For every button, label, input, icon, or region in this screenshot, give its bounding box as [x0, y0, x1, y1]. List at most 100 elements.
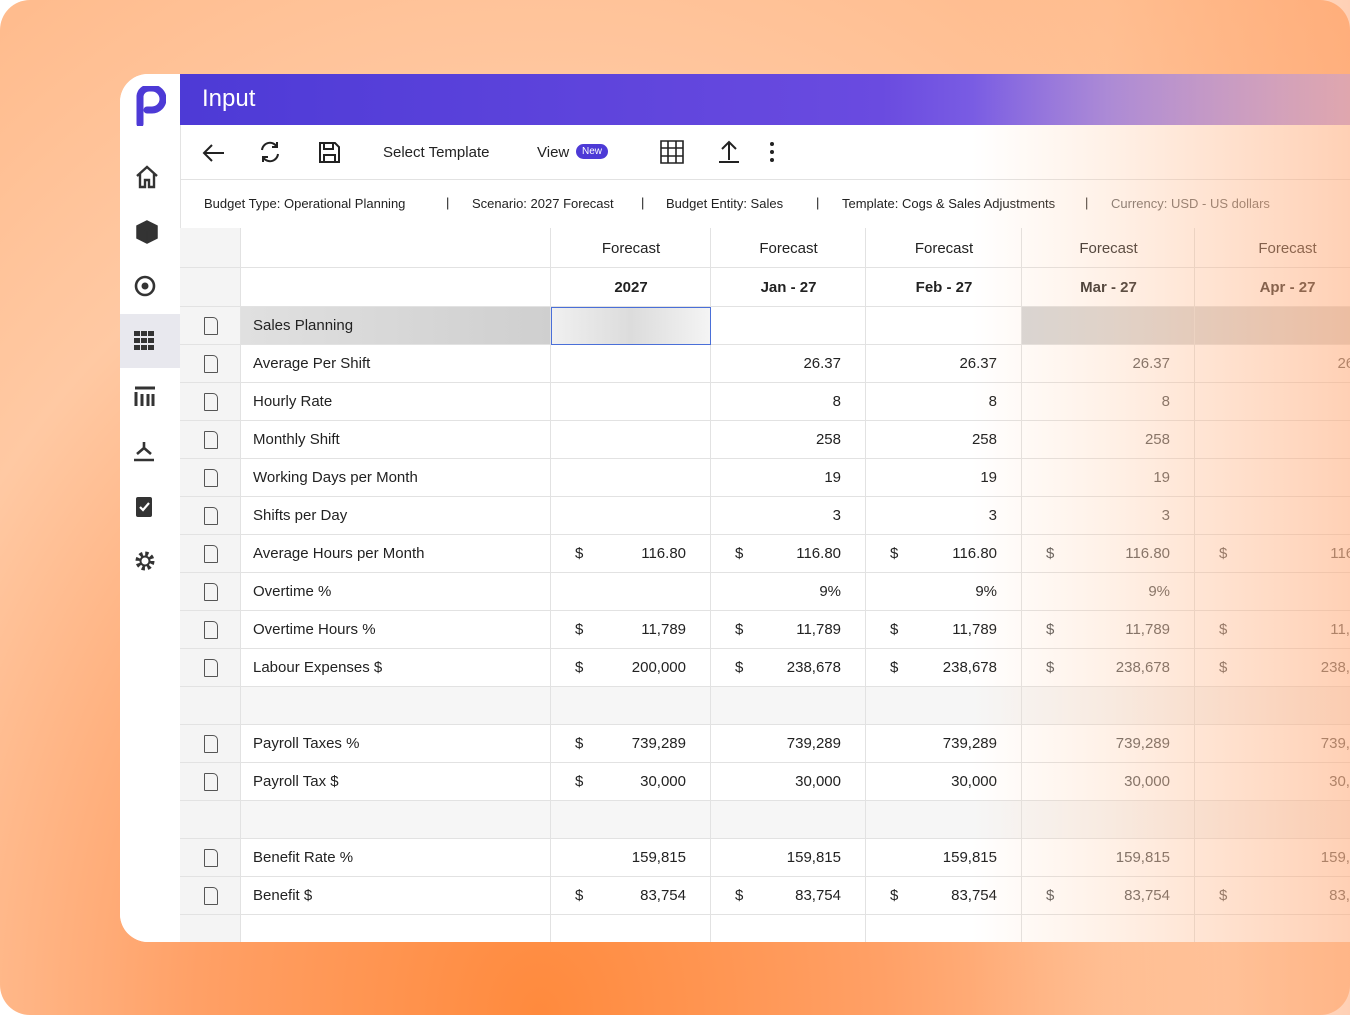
value-cell[interactable]: 3 [1195, 497, 1350, 535]
value-cell[interactable]: $83,754 [551, 877, 711, 915]
cell-value: 116.80 [952, 545, 997, 562]
value-cell[interactable]: 30,000 [1195, 763, 1350, 801]
value-cell[interactable]: 9% [866, 573, 1022, 611]
value-cell[interactable]: 739,289 [866, 725, 1022, 763]
value-cell[interactable]: $11,789 [1195, 611, 1350, 649]
section-value-cell[interactable] [551, 307, 711, 345]
value-cell[interactable]: 258 [1022, 421, 1195, 459]
value-cell[interactable]: 159,815 [551, 839, 711, 877]
value-cell[interactable]: $83,754 [711, 877, 866, 915]
value-cell[interactable]: 739,289 [1022, 725, 1195, 763]
value-cell[interactable]: 26.37 [866, 345, 1022, 383]
value-cell[interactable]: 8 [711, 383, 866, 421]
value-cell[interactable]: $238,678 [866, 649, 1022, 687]
value-cell[interactable]: 159,815 [1022, 839, 1195, 877]
report-icon[interactable] [134, 384, 160, 410]
value-cell[interactable]: $200,000 [551, 649, 711, 687]
value-cell[interactable]: 26.37 [711, 345, 866, 383]
value-cell[interactable]: 19 [711, 459, 866, 497]
value-cell[interactable]: 9% [1195, 573, 1350, 611]
value-cell[interactable]: 8 [866, 383, 1022, 421]
cube-icon[interactable] [134, 219, 160, 245]
value-cell[interactable]: 9% [1022, 573, 1195, 611]
value-cell[interactable]: 258 [866, 421, 1022, 459]
value-cell[interactable] [551, 459, 711, 497]
clipboard-icon[interactable] [134, 493, 160, 519]
value-cell[interactable] [551, 497, 711, 535]
row-label-cell: Overtime % [241, 573, 551, 611]
value-cell[interactable]: $116.80 [1195, 535, 1350, 573]
value-cell[interactable]: 258 [1195, 421, 1350, 459]
value-cell[interactable]: $116.80 [866, 535, 1022, 573]
row-icon[interactable] [204, 469, 218, 487]
target-icon[interactable] [134, 273, 160, 299]
value-cell[interactable]: $30,000 [551, 763, 711, 801]
value-cell[interactable]: $11,789 [551, 611, 711, 649]
export-button[interactable] [717, 140, 741, 164]
value-cell[interactable]: 26.37 [1195, 345, 1350, 383]
value-cell[interactable]: 30,000 [1022, 763, 1195, 801]
row-icon[interactable] [204, 507, 218, 525]
value-cell[interactable]: $739,289 [551, 725, 711, 763]
value-cell[interactable]: $238,678 [1195, 649, 1350, 687]
select-template-button[interactable]: Select Template [383, 144, 490, 161]
value-cell[interactable]: $116.80 [551, 535, 711, 573]
value-cell[interactable]: $238,678 [1022, 649, 1195, 687]
row-icon[interactable] [204, 659, 218, 677]
value-cell[interactable]: $83,754 [1022, 877, 1195, 915]
value-cell[interactable]: 26.37 [1022, 345, 1195, 383]
value-cell[interactable]: 159,815 [711, 839, 866, 877]
row-icon[interactable] [204, 317, 218, 335]
value-cell[interactable]: $11,789 [866, 611, 1022, 649]
more-button[interactable] [768, 140, 776, 164]
value-cell[interactable]: $83,754 [866, 877, 1022, 915]
value-cell[interactable]: $116.80 [711, 535, 866, 573]
value-cell[interactable]: 739,289 [711, 725, 866, 763]
row-icon[interactable] [204, 887, 218, 905]
value-cell[interactable]: $11,789 [711, 611, 866, 649]
value-cell[interactable]: 3 [1022, 497, 1195, 535]
row-icon[interactable] [204, 773, 218, 791]
value-cell[interactable]: 3 [866, 497, 1022, 535]
row-icon[interactable] [204, 849, 218, 867]
row-icon[interactable] [204, 431, 218, 449]
value-cell[interactable]: $238,678 [711, 649, 866, 687]
cell-value: 11,789 [952, 621, 997, 638]
row-icon[interactable] [204, 393, 218, 411]
value-cell[interactable]: 30,000 [711, 763, 866, 801]
value-cell[interactable]: 159,815 [1195, 839, 1350, 877]
value-cell[interactable]: 9% [711, 573, 866, 611]
save-button[interactable] [318, 141, 342, 165]
value-cell[interactable]: 8 [1022, 383, 1195, 421]
view-button[interactable]: View [537, 144, 570, 161]
refresh-button[interactable] [258, 140, 282, 164]
value-cell[interactable]: $83,754 [1195, 877, 1350, 915]
value-cell[interactable]: 8 [1195, 383, 1350, 421]
grid-button[interactable] [660, 140, 684, 164]
value-cell[interactable]: 739,289 [1195, 725, 1350, 763]
hierarchy-icon[interactable] [134, 439, 160, 465]
value-cell[interactable]: 258 [711, 421, 866, 459]
back-button[interactable] [202, 141, 226, 165]
grid-icon[interactable] [134, 328, 160, 354]
value-cell[interactable] [551, 573, 711, 611]
value-cell[interactable]: 159,815 [866, 839, 1022, 877]
home-icon[interactable] [134, 164, 160, 190]
row-icon[interactable] [204, 735, 218, 753]
value-cell[interactable] [551, 421, 711, 459]
value-cell[interactable]: 19 [1195, 459, 1350, 497]
row-icon[interactable] [204, 355, 218, 373]
value-cell[interactable]: 30,000 [866, 763, 1022, 801]
value-cell[interactable]: 19 [1022, 459, 1195, 497]
value-cell[interactable]: 3 [711, 497, 866, 535]
column-top-label: Forecast [601, 240, 661, 257]
value-cell[interactable] [551, 383, 711, 421]
settings-icon[interactable] [134, 548, 160, 574]
value-cell[interactable]: $11,789 [1022, 611, 1195, 649]
row-icon[interactable] [204, 621, 218, 639]
row-icon[interactable] [204, 583, 218, 601]
value-cell[interactable]: 19 [866, 459, 1022, 497]
value-cell[interactable] [551, 345, 711, 383]
row-icon[interactable] [204, 545, 218, 563]
value-cell[interactable]: $116.80 [1022, 535, 1195, 573]
